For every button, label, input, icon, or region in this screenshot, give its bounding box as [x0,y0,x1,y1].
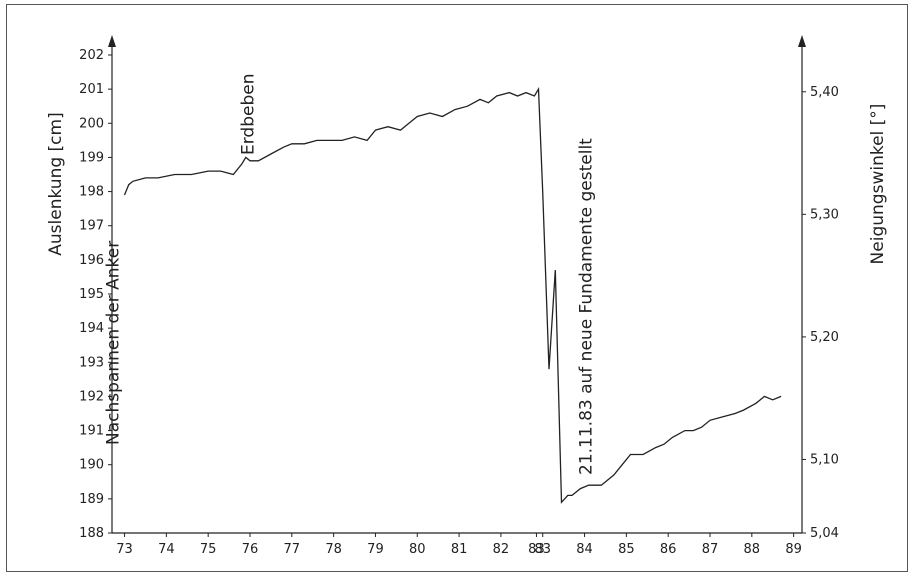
x-tick-label: 89 [785,542,802,557]
x-tick-label: 84 [576,542,593,557]
y-tick-label: 200 [79,116,104,131]
x-tick-label: 88 [744,542,761,557]
chart-frame: 188 189 190 191 192 193 194 195 196 197 198 199 200 2… [6,4,908,572]
x-tick-label: 87 [702,542,719,557]
y2-axis-title: Neigungswinkel [°] [868,104,888,265]
y2-tick-label: 5,04 [810,526,839,541]
y-tick-label: 190 [79,458,104,473]
y-tick-label: 188 [79,526,104,541]
y-tick-label: 195 [79,287,104,302]
x-tick-label: 73 [116,542,133,557]
x-tick-label: 85 [618,542,635,557]
annotations-group: Nachspannen der Anker Erdbeben 21.11.83 … [104,74,597,476]
y-axis-title: Auslenkung [cm] [46,112,66,255]
x-tick-label: 82 [493,542,510,557]
y2-tick-label: 5,40 [810,85,839,100]
y-tick-label: 201 [79,82,104,97]
x-tick-label: 77 [284,542,301,557]
ticks-group: 188 189 190 191 192 193 194 195 196 197 198 199 200 2… [79,48,839,557]
x-tick-label: 81 [451,542,468,557]
x-tick-label: 74 [158,542,175,557]
y-tick-label: 193 [79,355,104,370]
y-tick-label: 197 [79,219,104,234]
series-line [123,86,782,504]
annotation-erdbeben: Erdbeben [239,74,259,156]
y2-tick-label: 5,30 [810,207,839,222]
x-tick-label: 79 [367,542,384,557]
y-tick-label: 192 [79,389,104,404]
y-tick-label: 196 [79,253,104,268]
annotation-fundamente: 21.11.83 auf neue Fundamente gestellt [577,138,597,475]
y-tick-label: 194 [79,321,104,336]
axes-group [108,35,806,534]
y2-tick-label: 5,10 [810,452,839,467]
x-tick-label: 80 [409,542,426,557]
y-tick-label: 202 [79,48,104,63]
y-tick-label: 199 [79,150,104,165]
x-tick-label: 86 [660,542,677,557]
y-tick-label: 198 [79,185,104,200]
x-tick-label: 76 [242,542,259,557]
y-tick-label: 191 [79,424,104,439]
y2-tick-label: 5,20 [810,330,839,345]
y-tick-label: 189 [79,492,104,507]
x-tick-label: 75 [200,542,217,557]
y2-axis-arrow [798,35,806,47]
line-chart: 188 189 190 191 192 193 194 195 196 197 198 199 200 2… [46,35,888,557]
x-tick-label: 83 [528,542,545,557]
x-tick-label: 78 [325,542,342,557]
annotation-nachspannen: Nachspannen der Anker [104,241,124,445]
x-tick-label: 83 [534,542,551,557]
y-axis-arrow [108,35,116,47]
